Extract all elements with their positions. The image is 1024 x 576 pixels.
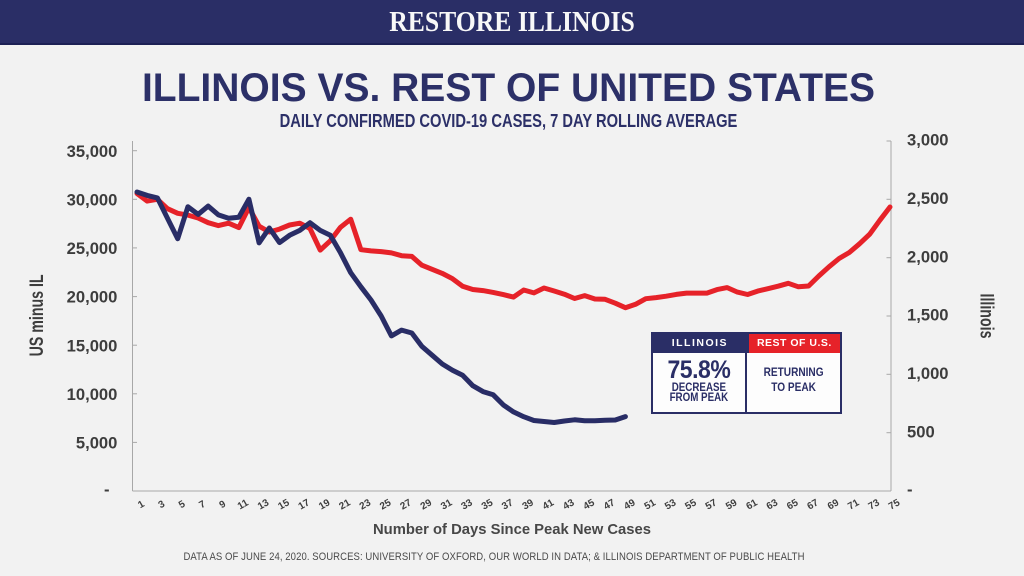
- svg-text:57: 57: [704, 497, 720, 512]
- svg-text:39: 39: [521, 497, 537, 512]
- svg-text:17: 17: [297, 497, 313, 512]
- svg-text:Illinois: Illinois: [976, 294, 997, 339]
- svg-text:73: 73: [867, 497, 883, 512]
- svg-text:10,000: 10,000: [67, 385, 118, 404]
- svg-text:5,000: 5,000: [76, 434, 118, 453]
- svg-text:31: 31: [439, 497, 455, 512]
- svg-text:63: 63: [765, 497, 781, 512]
- svg-text:61: 61: [744, 497, 760, 512]
- svg-text:33: 33: [459, 497, 475, 512]
- svg-text:75: 75: [887, 497, 903, 512]
- svg-text:51: 51: [643, 497, 659, 512]
- svg-text:27: 27: [398, 497, 414, 512]
- svg-text:29: 29: [419, 497, 435, 512]
- svg-text:2,000: 2,000: [907, 247, 949, 266]
- svg-text:20,000: 20,000: [67, 288, 118, 307]
- svg-text:15: 15: [276, 497, 292, 512]
- svg-text:500: 500: [907, 422, 935, 441]
- svg-text:3: 3: [157, 499, 168, 512]
- svg-text:11: 11: [236, 497, 251, 512]
- svg-text:21: 21: [337, 497, 353, 512]
- svg-text:5: 5: [177, 499, 188, 512]
- svg-text:15,000: 15,000: [67, 336, 118, 355]
- svg-text:25,000: 25,000: [67, 239, 118, 258]
- svg-text:65: 65: [785, 497, 801, 512]
- svg-text:2,500: 2,500: [907, 189, 949, 208]
- svg-text:41: 41: [541, 497, 557, 512]
- svg-text:45: 45: [582, 497, 598, 512]
- svg-text:US minus IL: US minus IL: [27, 274, 48, 356]
- svg-text:55: 55: [683, 497, 699, 512]
- svg-text:9: 9: [218, 499, 229, 512]
- svg-text:69: 69: [826, 497, 842, 512]
- svg-text:43: 43: [561, 497, 577, 512]
- svg-text:59: 59: [724, 497, 740, 512]
- svg-text:Number of Days Since Peak New: Number of Days Since Peak New Cases: [373, 522, 651, 538]
- svg-text:37: 37: [500, 497, 516, 512]
- svg-text:7: 7: [197, 499, 208, 512]
- svg-text:1: 1: [136, 499, 147, 512]
- svg-text:47: 47: [602, 497, 618, 512]
- svg-text:-: -: [907, 480, 913, 499]
- svg-text:-: -: [104, 480, 110, 499]
- svg-text:3,000: 3,000: [907, 131, 949, 150]
- svg-text:67: 67: [805, 497, 821, 512]
- svg-text:35,000: 35,000: [67, 142, 118, 161]
- svg-text:49: 49: [622, 497, 638, 512]
- svg-text:53: 53: [663, 497, 679, 512]
- svg-text:30,000: 30,000: [67, 190, 118, 209]
- svg-text:35: 35: [480, 497, 496, 512]
- svg-text:13: 13: [256, 497, 272, 512]
- svg-text:23: 23: [358, 497, 374, 512]
- svg-text:19: 19: [317, 497, 333, 512]
- svg-text:71: 71: [846, 497, 862, 512]
- svg-text:1,000: 1,000: [907, 364, 949, 383]
- svg-text:1,500: 1,500: [907, 306, 949, 325]
- svg-text:25: 25: [378, 497, 394, 512]
